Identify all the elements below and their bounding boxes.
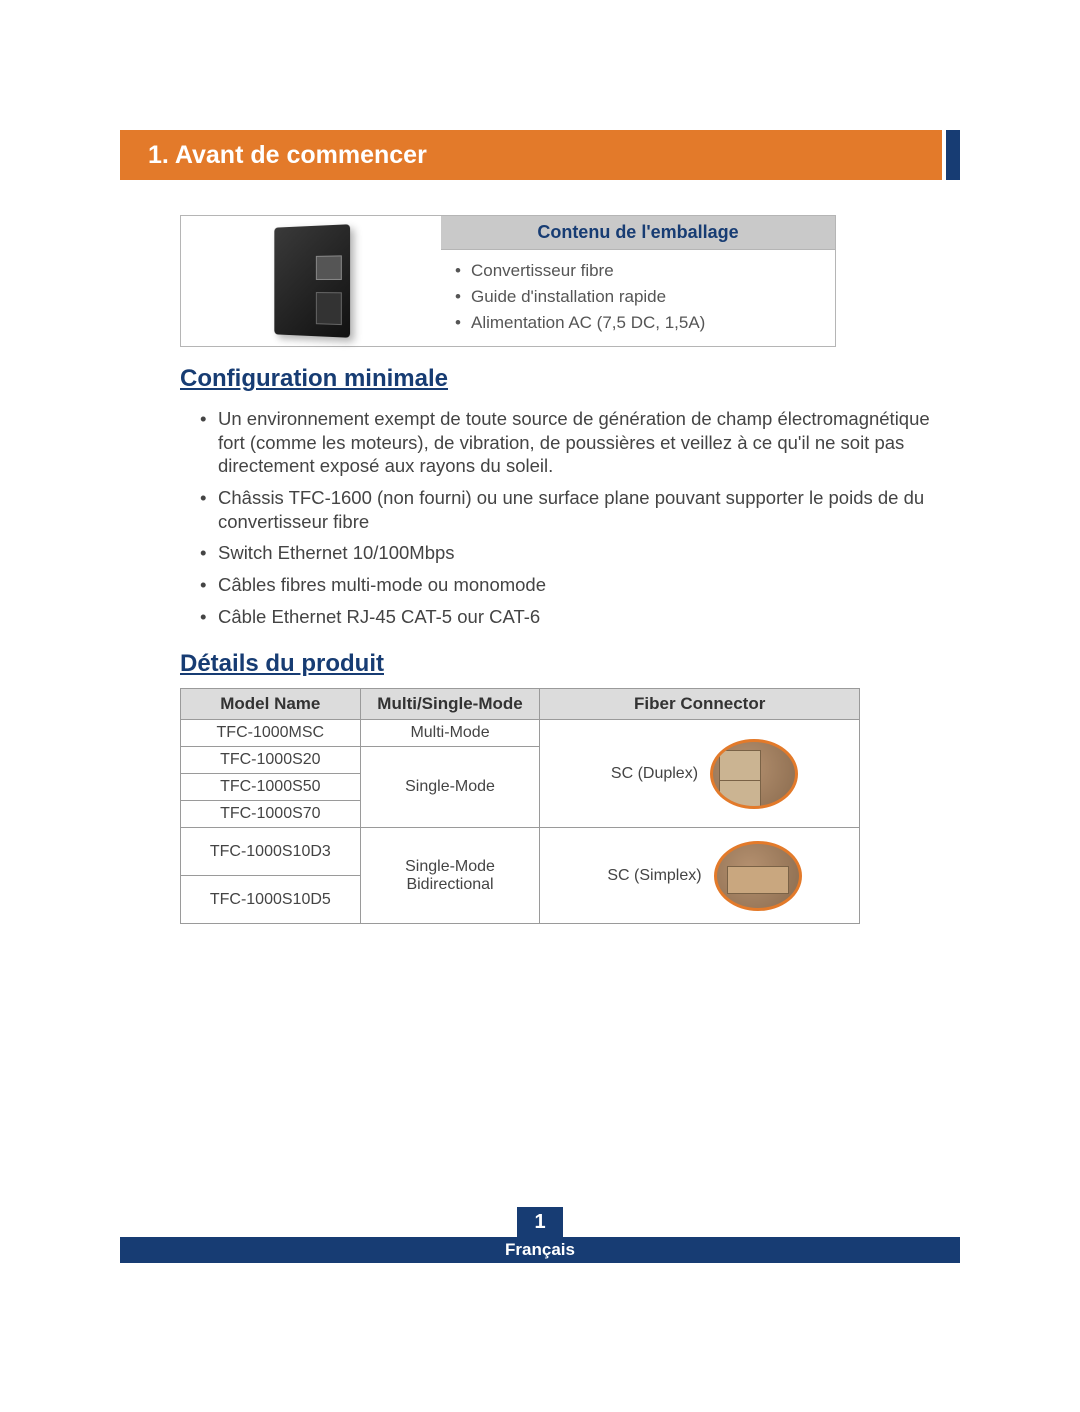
sc-duplex-icon xyxy=(710,739,798,809)
cell-connector: SC (Simplex) xyxy=(540,828,860,924)
list-item: Alimentation AC (7,5 DC, 1,5A) xyxy=(455,310,821,336)
list-item: Câbles fibres multi-mode ou monomode xyxy=(200,569,930,601)
min-config-list: Un environnement exempt de toute source … xyxy=(200,403,930,632)
heading-product-details: Détails du produit xyxy=(180,650,960,678)
list-item: Un environnement exempt de toute source … xyxy=(200,403,930,482)
page-number: 1 xyxy=(517,1207,563,1237)
cell-model: TFC-1000S10D3 xyxy=(181,828,361,876)
footer-language: Français xyxy=(120,1237,960,1263)
list-item: Guide d'installation rapide xyxy=(455,284,821,310)
col-connector: Fiber Connector xyxy=(540,689,860,720)
cell-mode: Single-Mode Bidirectional xyxy=(360,828,540,924)
cell-connector: SC (Duplex) xyxy=(540,720,860,828)
section-header: 1. Avant de commencer xyxy=(120,130,960,180)
cell-mode: Multi-Mode xyxy=(360,720,540,747)
connector-label: SC (Simplex) xyxy=(607,867,701,884)
col-model: Model Name xyxy=(181,689,361,720)
col-mode: Multi/Single-Mode xyxy=(360,689,540,720)
device-illustration-icon xyxy=(274,224,350,338)
cell-model: TFC-1000S50 xyxy=(181,774,361,801)
cell-model: TFC-1000MSC xyxy=(181,720,361,747)
cell-model: TFC-1000S70 xyxy=(181,801,361,828)
package-contents-list: Convertisseur fibre Guide d'installation… xyxy=(441,250,835,346)
header-accent-bar xyxy=(946,130,960,180)
connector-label: SC (Duplex) xyxy=(611,765,698,782)
cell-model: TFC-1000S10D5 xyxy=(181,876,361,924)
list-item: Châssis TFC-1600 (non fourni) ou une sur… xyxy=(200,482,930,537)
package-contents-title: Contenu de l'emballage xyxy=(441,216,835,250)
sc-simplex-icon xyxy=(714,841,802,911)
table-header-row: Model Name Multi/Single-Mode Fiber Conne… xyxy=(181,689,860,720)
product-image-cell xyxy=(181,216,441,346)
package-contents-box: Contenu de l'emballage Convertisseur fib… xyxy=(180,215,836,347)
heading-min-config: Configuration minimale xyxy=(180,365,960,393)
table-row: TFC-1000MSC Multi-Mode SC (Duplex) xyxy=(181,720,860,747)
page-footer: 1 Français xyxy=(120,1215,960,1261)
section-title: 1. Avant de commencer xyxy=(120,130,942,180)
list-item: Switch Ethernet 10/100Mbps xyxy=(200,537,930,569)
table-row: TFC-1000S10D3 Single-Mode Bidirectional … xyxy=(181,828,860,876)
list-item: Câble Ethernet RJ-45 CAT-5 our CAT-6 xyxy=(200,601,930,633)
cell-mode: Single-Mode xyxy=(360,747,540,828)
product-details-table: Model Name Multi/Single-Mode Fiber Conne… xyxy=(180,688,860,924)
cell-model: TFC-1000S20 xyxy=(181,747,361,774)
list-item: Convertisseur fibre xyxy=(455,258,821,284)
